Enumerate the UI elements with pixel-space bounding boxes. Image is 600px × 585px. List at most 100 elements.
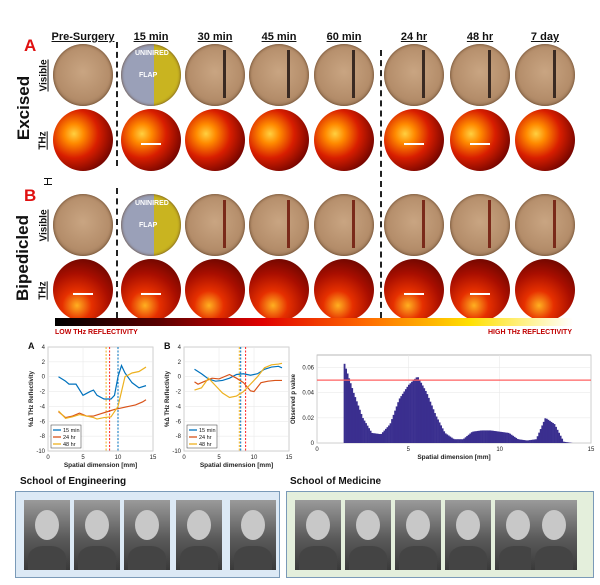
bar: [552, 423, 554, 443]
row-label-visible: Visible: [38, 209, 50, 242]
y-tick-label: 0.06: [302, 366, 314, 372]
bar: [487, 430, 490, 443]
bar: [452, 438, 455, 443]
bar: [378, 434, 381, 443]
x-axis-label: Spatial dimension [mm]: [417, 454, 490, 461]
visible-photo: [450, 44, 510, 106]
thz-image: [515, 109, 575, 171]
bar: [562, 441, 565, 443]
visible-photo: [185, 194, 245, 256]
bar: [401, 393, 404, 443]
column-label: 45 min: [261, 31, 297, 43]
bar: [432, 409, 435, 443]
thz-image: [121, 259, 181, 321]
medicine-title: School of Medicine: [290, 476, 382, 487]
bar: [510, 434, 513, 443]
row-label-thz: THz: [37, 131, 49, 150]
x-tick-label: 0: [46, 455, 50, 461]
profile-line: [404, 143, 424, 145]
portrait-photo: [176, 500, 222, 570]
bar: [360, 413, 363, 443]
bar: [404, 389, 407, 443]
x-tick-label: 5: [81, 455, 85, 461]
thz-image: [450, 109, 510, 171]
bar: [363, 420, 366, 443]
bar: [524, 440, 527, 443]
y-axis-label: %Δ THz Reflectivity: [165, 370, 171, 427]
bar: [446, 434, 449, 443]
bar: [406, 386, 409, 443]
x-tick-label: 15: [286, 455, 293, 461]
bar: [473, 431, 476, 443]
bar: [391, 419, 393, 443]
bar: [383, 430, 386, 443]
bar: [397, 402, 400, 443]
bar: [492, 430, 495, 443]
portrait-photo: [24, 500, 70, 570]
y-tick-label: 0.02: [302, 416, 314, 422]
bar: [538, 432, 541, 443]
flap-label: FLAP: [139, 72, 158, 79]
bar: [357, 405, 360, 443]
bar: [515, 437, 518, 443]
bar: [389, 423, 392, 443]
thz-image: [314, 109, 374, 171]
y-tick-label: -2: [176, 390, 182, 396]
x-tick-label: 5: [217, 455, 221, 461]
bar: [346, 373, 349, 443]
y-tick-label: -10: [36, 449, 45, 455]
bar: [544, 418, 547, 443]
incision-mark: [488, 200, 491, 248]
visible-photo: [450, 194, 510, 256]
divider-dashed: [116, 42, 118, 166]
thz-image: [185, 259, 245, 321]
bar: [486, 430, 488, 443]
x-tick-label: 0: [315, 447, 319, 453]
portrait-photo: [445, 500, 491, 570]
bar: [400, 396, 403, 443]
bar: [418, 379, 421, 443]
x-axis-label: Spatial dimension [mm]: [200, 462, 273, 469]
bar: [467, 434, 470, 443]
legend: [186, 424, 218, 449]
y-tick-label: 4: [178, 345, 182, 351]
y-tick-label: 0: [178, 375, 182, 381]
bar: [409, 383, 412, 443]
thz-image: [384, 259, 444, 321]
bar: [408, 384, 410, 443]
bar: [469, 433, 472, 443]
bar: [398, 398, 401, 443]
bar: [372, 433, 375, 443]
y-tick-label: 0.04: [302, 391, 314, 397]
bar: [421, 385, 424, 443]
x-tick-label: 15: [150, 455, 157, 461]
visible-photo: [185, 44, 245, 106]
bar: [513, 436, 516, 443]
bar: [434, 413, 436, 443]
portrait-photo: [531, 500, 577, 570]
bar: [476, 430, 479, 443]
bar: [371, 432, 374, 443]
column-label: 15 min: [133, 31, 169, 43]
bar: [349, 383, 352, 443]
y-tick-label: 2: [42, 360, 46, 366]
visible-photo: UNINIRED FLAP: [121, 194, 181, 256]
bar: [529, 440, 531, 443]
bar: [490, 430, 493, 443]
profile-line: [73, 293, 93, 295]
bar: [504, 432, 507, 443]
bar: [466, 436, 469, 443]
bar: [558, 432, 561, 443]
bar: [453, 439, 456, 443]
bar: [535, 439, 538, 443]
incision-mark: [553, 50, 556, 98]
bar: [441, 428, 444, 443]
bar: [493, 430, 496, 443]
divider-dashed: [116, 188, 118, 318]
bar: [429, 401, 432, 443]
x-tick-label: 10: [251, 455, 258, 461]
bar: [440, 425, 443, 443]
bar: [475, 431, 478, 443]
visible-photo: [314, 44, 374, 106]
bar: [444, 433, 447, 443]
